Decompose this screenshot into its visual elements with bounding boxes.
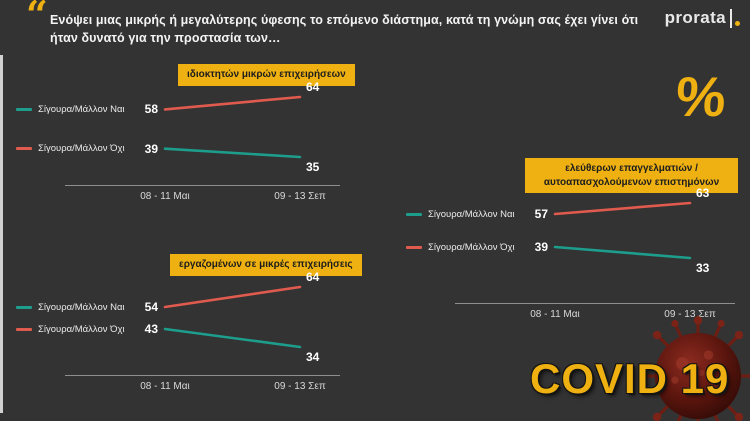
legend-item-yes: Σίγουρα/Μάλλον Ναι 54 (16, 299, 158, 315)
legend-label-no: Σίγουρα/Μάλλον Όχι (38, 323, 125, 335)
chart-small-business-owners: ιδιοκτητών μικρών επιχειρήσεων Σίγουρα/Μ… (10, 62, 355, 212)
value-label-start-top: 58 (144, 102, 158, 117)
x-axis-line (65, 375, 340, 376)
legend-label-no: Σίγουρα/Μάλλον Όχι (38, 143, 125, 155)
legend-item-no: Σίγουρα/Μάλλον Όχι 39 (16, 141, 158, 157)
value-label-start-bottom: 43 (144, 322, 158, 336)
chart-title-badge: ελεύθερων επαγγελματιών / αυτοαπασχολούμ… (525, 158, 738, 193)
page-title-line-1: Ενόψει μιας μικρής ή μεγαλύτερης ύφεσης … (50, 13, 639, 27)
legend-item-yes: Σίγουρα/Μάλλον Ναι 58 (16, 101, 158, 117)
slope-plot (553, 201, 692, 260)
yes-series-swatch-icon (16, 107, 32, 111)
value-label-end-top: 64 (306, 270, 320, 284)
slope-line (163, 95, 302, 111)
page-title: Ενόψει μιας μικρής ή μεγαλύτερης ύφεσης … (50, 12, 638, 47)
legend-label-no: Σίγουρα/Μάλλον Όχι (428, 241, 515, 253)
slope-plot (163, 95, 302, 159)
prorata-logo-text: prorata (664, 8, 726, 27)
chart-title-badge: ιδιοκτητών μικρών επιχειρήσεων (178, 64, 355, 86)
value-label-end-bottom: 33 (696, 261, 710, 275)
slope-line (163, 147, 302, 159)
x-axis-line (455, 303, 735, 304)
value-label-start-bottom: 39 (534, 240, 548, 254)
chart-title-badge: εργαζομένων σε μικρές επιχειρήσεις (170, 254, 362, 276)
virus-icon (638, 316, 750, 421)
slope-line (163, 327, 302, 349)
legend-item-no: Σίγουρα/Μάλλον Όχι 43 (16, 321, 158, 337)
chart-small-business-employees: εργαζομένων σε μικρές επιχειρήσεις Σίγου… (10, 252, 362, 402)
x-tick-sep: 09 - 13 Σεπ (274, 381, 326, 392)
slope-line (553, 201, 692, 216)
value-label-start-bottom: 39 (144, 141, 158, 156)
legend-label-yes: Σίγουρα/Μάλλον Ναι (38, 103, 125, 115)
slope-line (163, 285, 302, 309)
left-edge-bar (0, 55, 3, 413)
no-series-swatch-icon (406, 245, 422, 249)
slope-plot (163, 285, 302, 349)
value-label-end-bottom: 35 (306, 160, 320, 174)
percent-icon: % (673, 65, 728, 128)
covid-badge-group: COVID 19 (490, 311, 750, 421)
page-title-line-2: ήταν δυνατό για την προστασία των… (50, 30, 281, 45)
x-tick-sep: 09 - 13 Σεπ (274, 191, 326, 202)
prorata-logo: prorata (665, 8, 740, 28)
value-label-start-top: 54 (144, 300, 158, 314)
covid-19-label: COVID 19 (530, 355, 730, 402)
legend-label-yes: Σίγουρα/Μάλλον Ναι (38, 301, 125, 313)
legend-item-no: Σίγουρα/Μάλλον Όχι 39 (406, 239, 548, 255)
no-series-swatch-icon (16, 147, 32, 151)
x-tick-may: 08 - 11 Μαι (140, 191, 190, 202)
value-label-start-top: 57 (534, 207, 548, 221)
value-label-end-top: 63 (696, 186, 710, 200)
quote-icon: “ (26, 0, 48, 37)
logo-dot-icon (735, 21, 740, 26)
value-label-end-bottom: 34 (306, 350, 320, 364)
yes-series-swatch-icon (406, 212, 422, 216)
logo-bar-icon (730, 8, 732, 28)
chart-freelancers-self-employed: ελεύθερων επαγγελματιών / αυτοαπασχολούμ… (400, 158, 745, 330)
legend-label-yes: Σίγουρα/Μάλλον Ναι (428, 208, 515, 220)
legend-item-yes: Σίγουρα/Μάλλον Ναι 57 (406, 206, 548, 222)
slope-line (553, 245, 692, 260)
x-axis-line (65, 185, 340, 186)
x-tick-may: 08 - 11 Μαι (140, 381, 190, 392)
yes-series-swatch-icon (16, 305, 32, 309)
value-label-end-top: 64 (306, 80, 320, 94)
x-tick-sep: 09 - 13 Σεπ (664, 309, 716, 320)
x-tick-may: 08 - 11 Μαι (530, 309, 580, 320)
no-series-swatch-icon (16, 327, 32, 331)
